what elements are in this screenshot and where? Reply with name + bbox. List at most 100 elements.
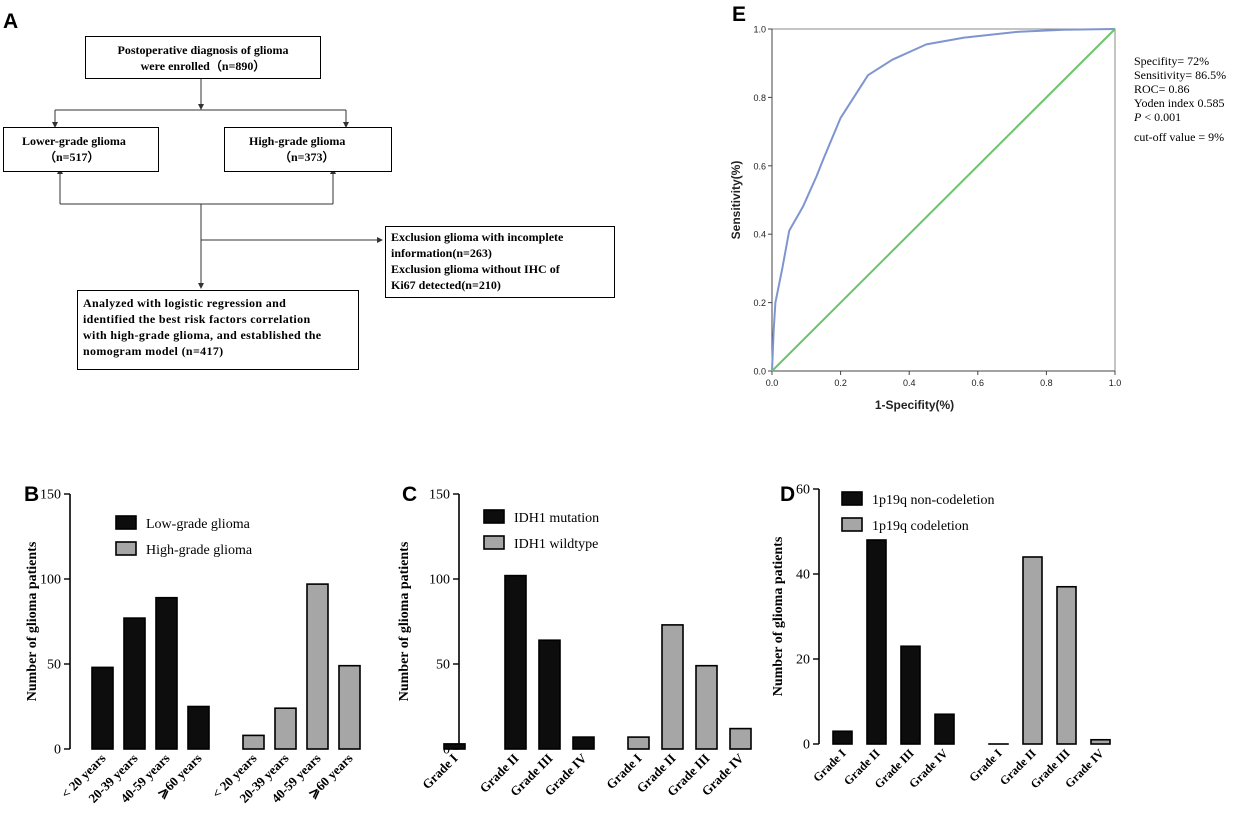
roc-x-tick-label: 0.2 <box>834 378 847 388</box>
chart-d-bar <box>832 730 853 745</box>
stat-specifity: Specifity= 72% <box>1134 54 1210 68</box>
panel-label-e: E <box>732 3 747 26</box>
chart-d-y-tick-label: 20 <box>796 653 810 668</box>
chart-d-legend-swatch <box>841 491 863 506</box>
flow-box-exclusion: Exclusion glioma with incomplete informa… <box>385 226 615 298</box>
roc-x-tick-label: 0.4 <box>903 378 916 388</box>
flow-lgg-line1: Lower-grade glioma <box>22 134 126 148</box>
chart-b-y-tick-label: 100 <box>40 573 61 588</box>
flow-final-line1: Analyzed with logistic regression and <box>83 296 287 310</box>
flow-exclusion-line1: Exclusion glioma with incomplete <box>391 230 564 244</box>
chart-c-bar <box>729 727 752 750</box>
chart-d-bar <box>866 539 887 745</box>
chart-b-legend-label: High-grade glioma <box>146 543 253 558</box>
chart-c-bar <box>627 736 650 750</box>
chart-b-y-axis-title: Number of glioma patients <box>25 541 40 701</box>
chart-c-x-tick-label: Grade I <box>419 751 461 793</box>
chart-d-legend-swatch <box>841 517 863 532</box>
chart-d-bar <box>934 713 955 745</box>
chart-b-bar <box>91 666 114 750</box>
chart-d-y-tick-label: 40 <box>796 568 810 583</box>
flow-exclusion-line2: information(n=263) <box>391 246 492 260</box>
roc-y-tick-label: 1.0 <box>753 25 766 35</box>
chart-b-bar <box>155 596 178 750</box>
chart-b-legend-swatch <box>115 515 137 530</box>
flow-final-line4: nomogram model (n=417) <box>83 344 224 358</box>
chart-c-bar <box>443 743 466 750</box>
chart-c-y-axis-title: Number of glioma patients <box>397 541 412 701</box>
bar-chart-idh1: 0 50 100 150 Number of glioma patients Grade … <box>397 488 752 799</box>
chart-b-bar <box>338 664 361 750</box>
flow-box-lower-grade: Lower-grade glioma （n=517） <box>3 127 159 172</box>
chart-c-y-tick-label: 50 <box>436 658 450 673</box>
chart-d-bar <box>900 645 921 745</box>
flow-final-line2: identified the best risk factors correla… <box>83 312 311 326</box>
flow-box-high-grade: High-grade glioma （n=373） <box>224 127 392 172</box>
chart-d-y-tick-label: 60 <box>796 483 810 498</box>
chart-c-bar <box>695 664 718 750</box>
flow-final-line3: with high-grade glioma, and established … <box>83 328 322 342</box>
chart-c-y-tick-label: 150 <box>429 488 450 503</box>
chart-b-bar <box>274 707 297 750</box>
flow-box-enrolled: Postoperative diagnosis of glioma were e… <box>85 36 321 79</box>
roc-reference-line <box>771 28 1116 372</box>
roc-x-tick-label: 0.8 <box>1040 378 1053 388</box>
chart-b-legend-label: Low-grade glioma <box>146 517 251 532</box>
chart-b-bar <box>123 617 146 750</box>
flow-box-final-model: Analyzed with logistic regression and id… <box>77 290 359 370</box>
flow-exclusion-line3: Exclusion glioma without IHC of <box>391 262 560 276</box>
panel-label-a: A <box>3 10 19 33</box>
chart-c-bar <box>661 624 684 750</box>
stat-p-symbol: P <box>1134 110 1142 124</box>
roc-stats: Specifity= 72% Sensitivity= 86.5% ROC= 0… <box>1134 54 1226 144</box>
flow-enrolled-line2: were enrolled（n=890） <box>140 59 266 73</box>
chart-b-y-tick-label: 150 <box>40 488 61 503</box>
chart-d-legend-label: 1p19q non-codeletion <box>872 493 994 508</box>
chart-b-legend-swatch <box>115 541 137 556</box>
stat-youden: Yoden index 0.585 <box>1134 96 1225 110</box>
roc-y-tick-label: 0.4 <box>753 230 766 240</box>
chart-b-y-tick-label: 0 <box>54 743 61 758</box>
roc-x-tick-label: 0.6 <box>972 378 985 388</box>
chart-b-y-tick-label: 50 <box>47 658 61 673</box>
chart-d-bar <box>1090 738 1111 745</box>
roc-x-tick-label: 0.0 <box>766 378 779 388</box>
stat-p-value: P < 0.001 <box>1134 110 1226 124</box>
chart-b-bar <box>306 583 329 750</box>
chart-d-legend-label: 1p19q codeletion <box>872 519 969 534</box>
roc-x-axis-title: 1-Specifity(%) <box>875 398 954 412</box>
chart-c-bar <box>538 639 561 750</box>
panel-label-c: C <box>402 483 418 506</box>
chart-c-legend-swatch <box>483 509 505 524</box>
chart-d-y-axis-title: Number of glioma patients <box>771 536 786 696</box>
roc-y-tick-label: 0.6 <box>753 161 766 171</box>
flow-exclusion-line4: Ki67 detected(n=210) <box>391 278 501 292</box>
roc-y-tick-label: 0.2 <box>753 298 766 308</box>
chart-d-y-tick-label: 0 <box>803 738 810 753</box>
flowchart-connectors <box>52 79 383 289</box>
stat-sensitivity: Sensitivity= 86.5% <box>1134 68 1227 82</box>
roc-x-tick-label: 1.0 <box>1109 378 1122 388</box>
chart-c-legend-label: IDH1 mutation <box>514 511 599 526</box>
flow-hgg-line2: （n=373） <box>279 150 335 164</box>
roc-y-tick-label: 0.8 <box>753 93 766 103</box>
chart-c-legend-label: IDH1 wildtype <box>514 537 598 552</box>
chart-c-y-tick-label: 100 <box>429 573 450 588</box>
chart-c-bar <box>504 574 527 750</box>
chart-c-legend-swatch <box>483 535 505 550</box>
panel-label-d: D <box>780 483 796 506</box>
roc-curve-line <box>771 28 1116 372</box>
stat-p-rest: < 0.001 <box>1141 110 1182 124</box>
chart-b-bar <box>242 734 265 750</box>
flow-lgg-line2: （n=517） <box>44 150 100 164</box>
chart-c-bar <box>572 736 595 750</box>
roc-y-tick-label: 0.0 <box>753 367 766 377</box>
flow-hgg-line1: High-grade glioma <box>249 134 346 148</box>
chart-d-bar <box>1022 556 1043 745</box>
roc-chart: 0.0 0.2 0.4 0.6 0.8 1.0 0.0 0.2 0.4 0.6 0.8 1.0 1-Sp… <box>730 25 1122 413</box>
chart-c-y-tick-label: 0 <box>443 743 450 758</box>
roc-y-axis-title: Sensitivity(%) <box>730 161 743 240</box>
chart-b-bar <box>187 705 210 750</box>
